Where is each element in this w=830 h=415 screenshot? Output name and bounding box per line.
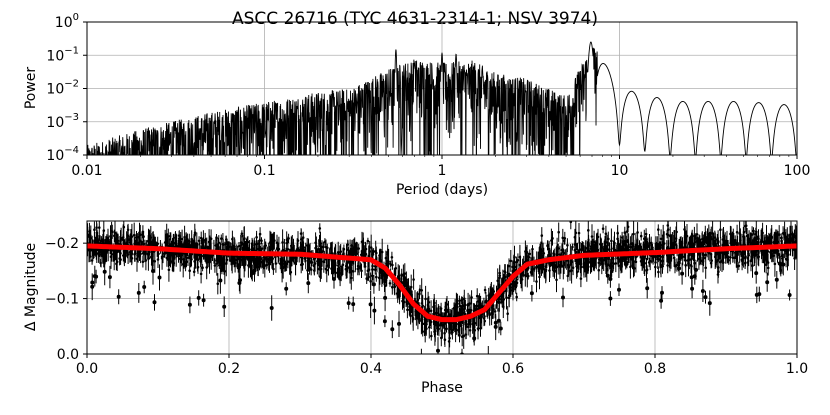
periodogram-y-tick-label: 100 (55, 12, 79, 31)
light-curve-x-tick-label: 0.2 (218, 361, 240, 377)
periodogram-y-tick-label: 10−3 (46, 112, 79, 131)
power-spectrum-line (87, 41, 797, 155)
periodogram-y-tick-label: 10−4 (46, 145, 79, 164)
light-curve-x-tick-label: 0.6 (502, 361, 524, 377)
light-curve-panel: 0.0 0.2 0.4 0.6 0.8 1.0 −0.2 −0.1 0.0 Phase Δ M… (23, 220, 808, 396)
periodogram-y-tick-label: 10−1 (46, 45, 79, 64)
periodogram-y-tick-label: 10−2 (46, 79, 79, 98)
periodogram-x-tick-label: 10 (611, 163, 629, 179)
periodogram-x-ticks: 0.01 0.1 1 10 100 (71, 155, 810, 179)
chart-title: ASCC 26716 (TYC 4631-2314-1; NSV 3974) (232, 9, 598, 29)
light-curve-frame (86, 220, 798, 355)
periodogram-y-ticks: 10−4 10−3 10−2 10−1 100 (46, 12, 87, 164)
light-curve-y-ticks: −0.2 −0.1 0.0 (45, 236, 87, 363)
light-curve-y-tick-label: −0.1 (45, 292, 79, 308)
light-curve-x-label: Phase (421, 380, 463, 396)
periodogram-panel: 0.01 0.1 1 10 100 10−4 10−3 10−2 10−1 100 Period… (23, 12, 810, 198)
binned-model-line (87, 243, 797, 323)
light-curve-x-tick-label: 0.4 (360, 361, 382, 377)
light-curve-x-ticks: 0.0 0.2 0.4 0.6 0.8 1.0 (76, 354, 808, 377)
periodogram-x-tick-label: 0.1 (253, 163, 275, 179)
light-curve-x-tick-label: 1.0 (786, 361, 808, 377)
light-curve-y-label: Δ Magnitude (23, 243, 39, 331)
periodogram-x-tick-label: 100 (784, 163, 811, 179)
light-curve-y-tick-label: 0.0 (57, 347, 79, 363)
periodogram-x-label: Period (days) (396, 182, 488, 198)
periodogram-y-label: Power (23, 67, 39, 110)
light-curve-y-tick-label: −0.2 (45, 236, 79, 252)
periodogram-x-tick-label: 0.01 (71, 163, 102, 179)
periodogram-x-tick-label: 1 (438, 163, 447, 179)
light-curve-x-tick-label: 0.0 (76, 361, 98, 377)
light-curve-x-tick-label: 0.8 (644, 361, 666, 377)
